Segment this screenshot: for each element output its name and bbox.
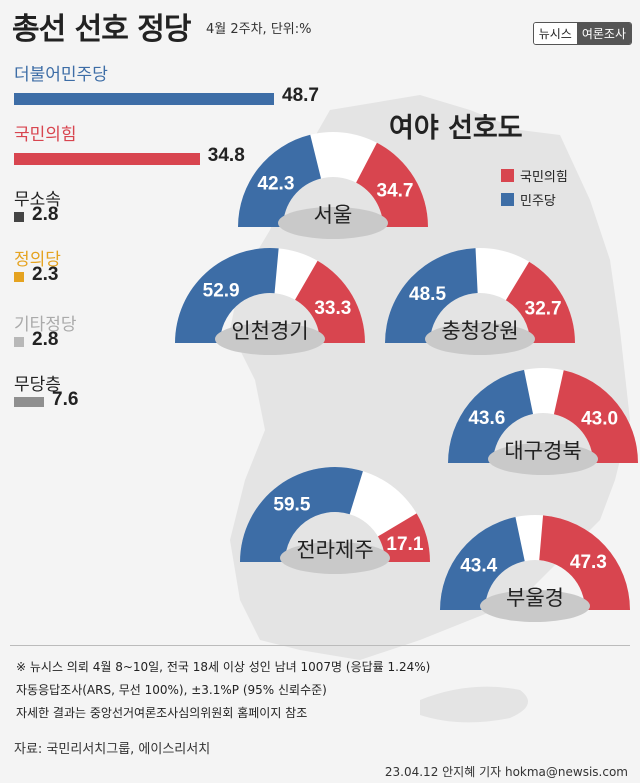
gauge-ppp-label-3: 43.0 — [581, 409, 618, 430]
gauge-dem-1 — [175, 247, 279, 343]
party-value-2: 2.8 — [32, 204, 59, 225]
gauge-ppp-3 — [553, 370, 638, 463]
party-value-3: 2.3 — [32, 264, 59, 285]
credit-text: 23.04.12 안지혜 기자 hokma@newsis.com — [384, 765, 628, 779]
gauge-shadow-4 — [280, 542, 390, 574]
gauge-ppp-5 — [539, 515, 630, 610]
party-bar-1 — [14, 153, 200, 165]
gauge-region-name-5: 부울경 — [506, 586, 564, 610]
gauge-ppp-0 — [356, 142, 428, 227]
note-line-2: 자동응답조사(ARS, 무선 100%), ±3.1%P (95% 신뢰수준) — [16, 683, 327, 697]
gauge-dem-0 — [238, 134, 322, 227]
gauge-ppp-label-5: 47.3 — [570, 552, 607, 573]
gauge-region-name-4: 전라제주 — [296, 538, 373, 562]
preference-title: 여야 선호도 — [389, 113, 523, 144]
party-name-4: 기타정당 — [14, 315, 77, 335]
legend-dem-swatch — [501, 193, 514, 206]
party-name-3: 정의당 — [14, 250, 61, 270]
brand-badge: 뉴시스 여론조사 — [532, 22, 632, 45]
source-text: 자료: 국민리서치그룹, 에이스리서치 — [14, 742, 211, 757]
party-bar-0 — [14, 93, 274, 105]
gauge-ppp-2 — [505, 261, 575, 343]
gauge-ppp-4 — [377, 513, 431, 562]
gauge-region-name-3: 대구경북 — [504, 439, 581, 463]
gauge-ppp-1 — [295, 260, 365, 343]
party-value-0: 48.7 — [282, 85, 319, 106]
divider — [10, 645, 630, 646]
gauge-dem-label-0: 42.3 — [257, 173, 294, 194]
gauge-region-name-1: 인천경기 — [231, 319, 308, 343]
party-bar-2 — [14, 212, 24, 222]
party-value-5: 7.6 — [52, 389, 79, 410]
gauge-dem-label-5: 43.4 — [460, 555, 497, 576]
legend-dem-label: 민주당 — [520, 194, 556, 209]
gauge-dem-label-3: 43.6 — [468, 408, 505, 429]
gauge-shadow-2 — [425, 323, 535, 355]
note-line-3: 자세한 결과는 중앙선거여론조사심의위원회 홈페이지 참조 — [16, 706, 308, 720]
gauge-region-name-0: 서울 — [314, 203, 353, 227]
party-value-4: 2.8 — [32, 329, 59, 350]
gauge-ppp-label-0: 34.7 — [377, 180, 414, 201]
gauge-shadow-1 — [215, 323, 325, 355]
gauge-shadow-0 — [278, 207, 388, 239]
party-value-1: 34.8 — [207, 145, 245, 166]
page-title: 총선 선호 정당 — [12, 12, 191, 47]
party-name-2: 무소속 — [14, 190, 61, 210]
gauge-region-name-2: 충청강원 — [441, 319, 518, 343]
brand-name: 뉴시스 — [533, 23, 577, 44]
gauge-dem-label-4: 59.5 — [273, 495, 310, 516]
gauge-ppp-label-4: 17.1 — [386, 534, 423, 555]
gauge-dem-2 — [385, 248, 478, 343]
gauge-ppp-label-1: 33.3 — [314, 298, 351, 319]
party-bar-4 — [14, 337, 24, 347]
gauge-dem-4 — [240, 467, 363, 562]
party-name-1: 국민의힘 — [14, 125, 77, 145]
gauge-dem-5 — [440, 517, 525, 610]
legend-dem: 민주당 — [501, 190, 556, 209]
note-line-1: ※ 뉴시스 의뢰 4월 8~10일, 전국 18세 이상 성인 남녀 1007명… — [16, 660, 431, 674]
jeju-shape — [420, 686, 528, 723]
brand-section: 여론조사 — [576, 23, 631, 44]
gauge-shadow-3 — [488, 443, 598, 475]
gauge-dem-3 — [448, 369, 534, 463]
gauge-dem-label-1: 52.9 — [203, 280, 240, 301]
legend-ppp: 국민의힘 — [501, 166, 568, 185]
party-bar-5 — [14, 397, 44, 407]
legend-ppp-label: 국민의힘 — [520, 170, 568, 185]
page-subtitle: 4월 2주차, 단위:% — [206, 22, 312, 37]
party-name-5: 무당층 — [14, 375, 61, 395]
legend-ppp-swatch — [501, 169, 514, 182]
gauge-ppp-label-2: 32.7 — [525, 298, 562, 319]
party-bar-3 — [14, 272, 24, 282]
gauge-dem-label-2: 48.5 — [409, 284, 446, 305]
party-name-0: 더불어민주당 — [14, 65, 108, 85]
gauge-shadow-5 — [480, 590, 590, 622]
